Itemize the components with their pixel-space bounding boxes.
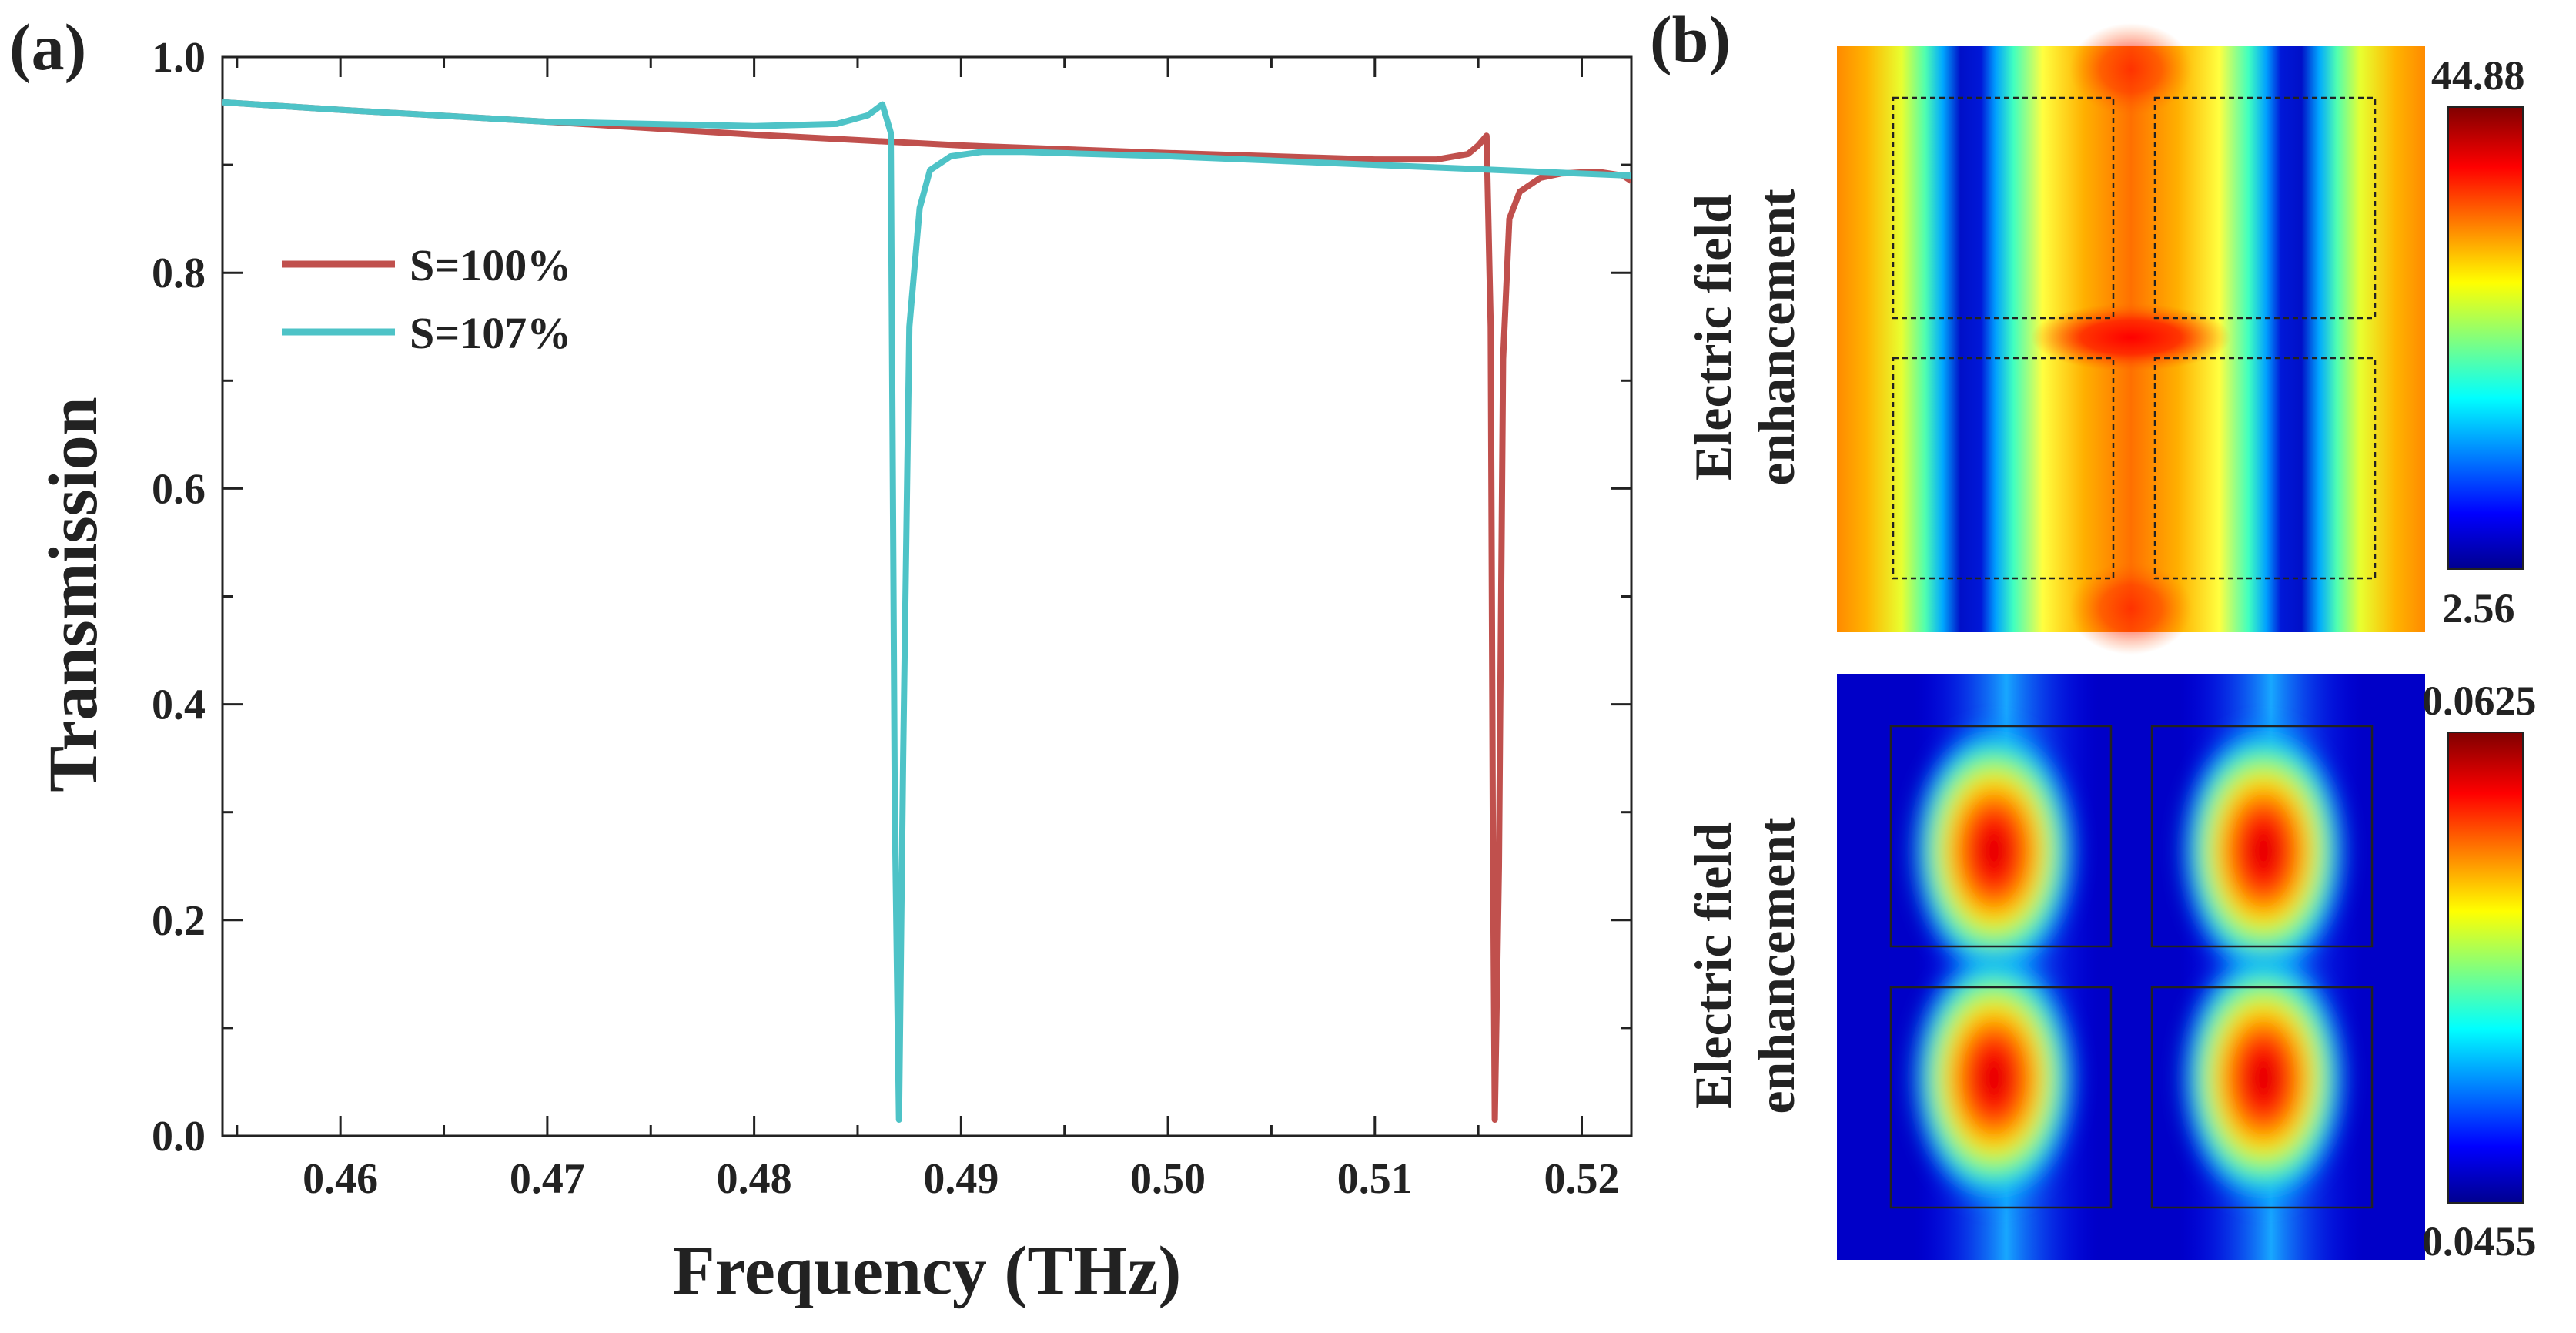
heatmap-bottom-hotspot: [1908, 947, 2080, 1209]
legend: S=100% S=107%: [282, 240, 571, 358]
x-tick-label: 0.51: [1337, 1155, 1413, 1203]
colorbar-top-max: 44.88: [2431, 52, 2525, 99]
heatmap-top-hotspot: [2031, 303, 2231, 371]
y-tick-label: 0.8: [152, 250, 206, 297]
structure-outline: [2150, 986, 2374, 1209]
panel-b-label: (b): [1650, 2, 1731, 76]
y-tick-label: 0.0: [152, 1113, 206, 1161]
heatmap-bottom-ylabel-line2: enhancement: [1747, 817, 1805, 1114]
structure-outline: [2153, 96, 2377, 320]
heatmap-bottom-hotspot: [1908, 720, 2080, 982]
x-tick-label: 0.50: [1130, 1155, 1206, 1203]
transmission-chart: 0.46 0.47 0.48 0.49 0.50 0.51 0.52 0.0 0.2 0.4 0.6…: [35, 34, 1633, 1309]
heatmap-bottom: Electric field enhancement 0.0625 0.0455: [1684, 674, 2537, 1264]
colorbar-bottom: [2447, 732, 2524, 1204]
heatmap-top-edge-glow: [2069, 23, 2193, 116]
heatmap-bottom-hotspot: [2177, 720, 2350, 982]
structure-outline: [1889, 986, 2113, 1209]
y-tick-label: 1.0: [152, 34, 206, 82]
heatmap-top-ylabel-line2: enhancement: [1747, 189, 1805, 486]
structure-outline: [1892, 96, 2115, 320]
structure-outline: [2153, 357, 2377, 580]
x-tick-label: 0.47: [510, 1155, 585, 1203]
colorbar-top-min: 2.56: [2442, 585, 2515, 631]
panel-a-label: (a): [9, 10, 86, 84]
structure-outline: [1889, 725, 2113, 948]
y-tick-label: 0.6: [152, 465, 206, 513]
colorbar-top: [2447, 106, 2524, 570]
tick-labels: 0.46 0.47 0.48 0.49 0.50 0.51 0.52 0.0 0.2 0.4 0.6…: [152, 34, 1620, 1203]
colorbar-bottom-min: 0.0455: [2422, 1218, 2537, 1264]
x-tick-label: 0.46: [303, 1155, 378, 1203]
heatmap-top-ylabel-line1: Electric field: [1684, 194, 1742, 481]
series-group: [222, 99, 1631, 1123]
axis-ticks: [222, 55, 1631, 1137]
y-tick-label: 0.4: [152, 682, 206, 729]
structure-outline: [2150, 725, 2374, 948]
y-tick-label: 0.2: [152, 897, 206, 945]
x-tick-label: 0.52: [1544, 1155, 1620, 1203]
heatmap-top-structure-outlines: [1892, 96, 2377, 580]
plot-frame: [221, 55, 1633, 1137]
heatmap-top-edge-glow: [2069, 562, 2193, 655]
x-tick-label: 0.49: [923, 1155, 999, 1203]
y-axis-title: Transmission: [35, 397, 112, 792]
x-tick-label: 0.48: [717, 1155, 792, 1203]
legend-label-s107: S=107%: [410, 308, 571, 358]
heatmap-bottom-hotspot: [2177, 947, 2350, 1209]
heatmap-bottom-ylabel-line1: Electric field: [1684, 822, 1742, 1109]
x-axis-title: Frequency (THz): [673, 1233, 1182, 1309]
colorbar-bottom-max: 0.0625: [2422, 678, 2537, 724]
heatmap-bottom-structure-outlines: [1889, 725, 2374, 1209]
series-line-s107: [222, 99, 1631, 1123]
structure-outline: [1892, 357, 2115, 580]
heatmap-top: Electric field enhancement 44.88 2.56: [1684, 23, 2525, 655]
legend-label-s100: S=100%: [410, 240, 571, 290]
